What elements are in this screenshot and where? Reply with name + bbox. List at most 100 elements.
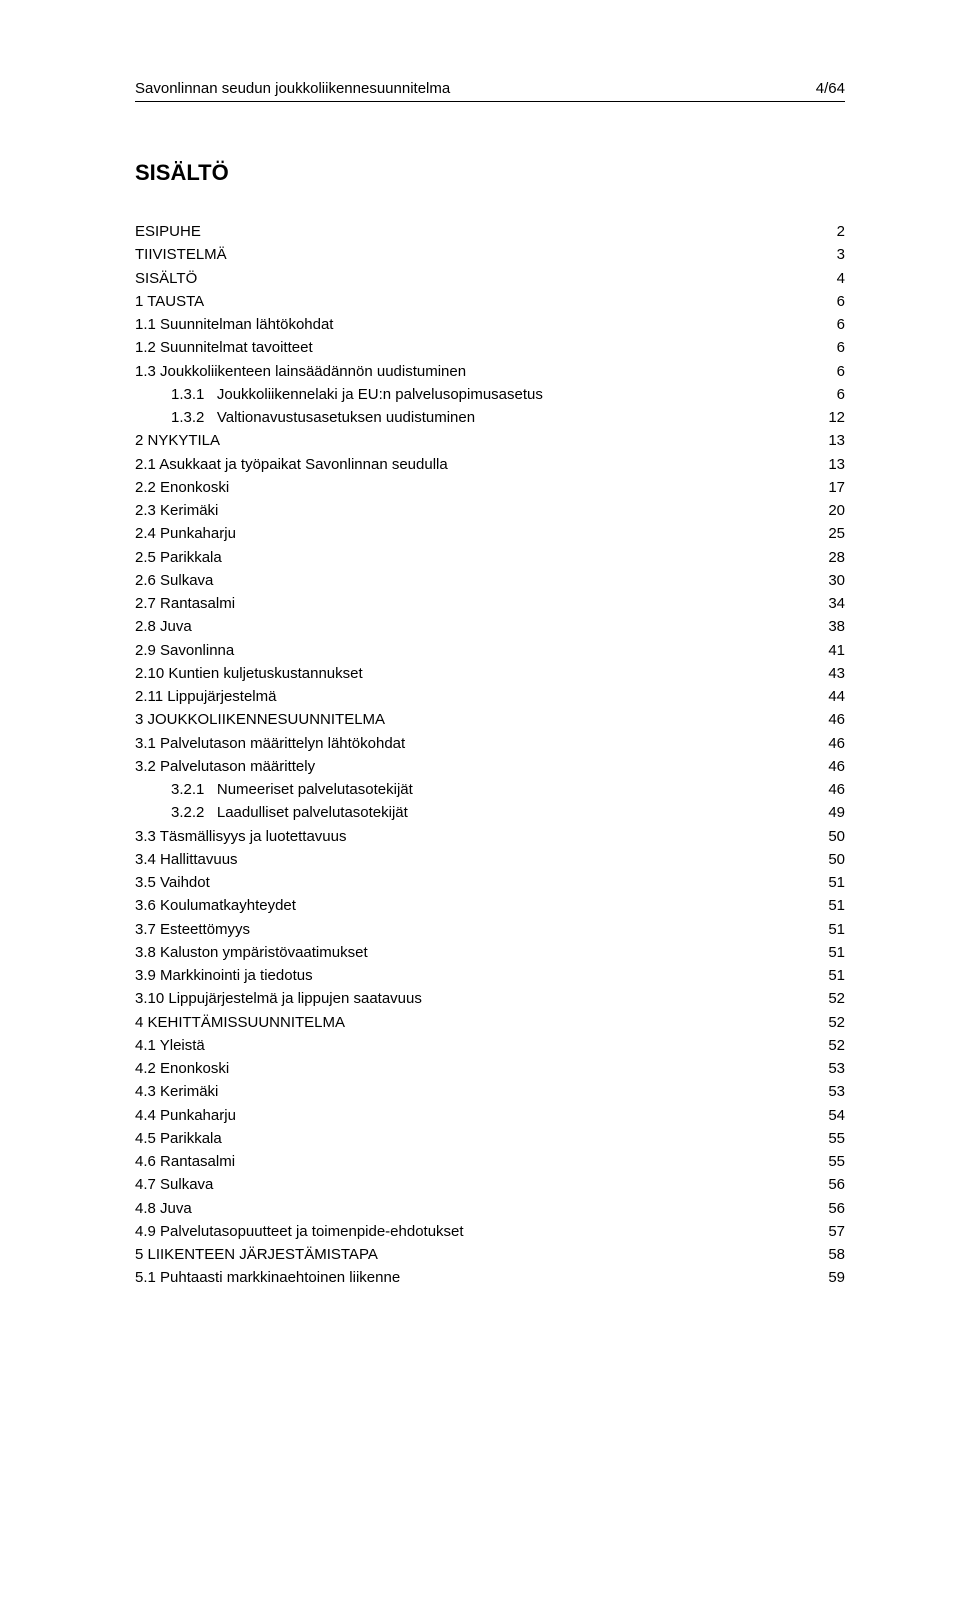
toc-page-number: 46	[816, 778, 845, 801]
toc-row: 2 NYKYTILA13	[135, 429, 845, 452]
toc-page-number: 6	[825, 290, 845, 313]
toc-page-number: 43	[816, 662, 845, 685]
toc-row: 4.5 Parikkala 55	[135, 1127, 845, 1150]
toc-row: 4.3 Kerimäki53	[135, 1080, 845, 1103]
header-page-number: 4/64	[816, 80, 845, 97]
toc-page-number: 2	[825, 220, 845, 243]
toc-row: 4.2 Enonkoski 53	[135, 1057, 845, 1080]
toc-label: 3.2.1 Numeeriset palvelutasotekijät	[171, 778, 413, 801]
toc-label: ESIPUHE	[135, 220, 201, 243]
toc-row: 2.1 Asukkaat ja työpaikat Savonlinnan se…	[135, 453, 845, 476]
toc-label: SISÄLTÖ	[135, 267, 197, 290]
toc-row: 3.3 Täsmällisyys ja luotettavuus50	[135, 825, 845, 848]
toc-row: 3 JOUKKOLIIKENNESUUNNITELMA 46	[135, 708, 845, 731]
toc-page-number: 51	[816, 964, 845, 987]
toc-page-number: 50	[816, 848, 845, 871]
toc-label: 3.2 Palvelutason määrittely	[135, 755, 315, 778]
toc-row: 1 TAUSTA6	[135, 290, 845, 313]
toc-label: 3.4 Hallittavuus	[135, 848, 238, 871]
toc-label: 4.4 Punkaharju	[135, 1104, 236, 1127]
toc-page-number: 55	[816, 1150, 845, 1173]
toc-page-number: 34	[816, 592, 845, 615]
toc-page-number: 52	[816, 1011, 845, 1034]
toc-page-number: 38	[816, 615, 845, 638]
toc-page-number: 30	[816, 569, 845, 592]
toc-label: 2.2 Enonkoski	[135, 476, 229, 499]
toc-label: 3.3 Täsmällisyys ja luotettavuus	[135, 825, 347, 848]
toc-row: SISÄLTÖ4	[135, 267, 845, 290]
toc-row: 2.7 Rantasalmi 34	[135, 592, 845, 615]
toc-label: 4 KEHITTÄMISSUUNNITELMA	[135, 1011, 345, 1034]
toc-row: 2.5 Parikkala28	[135, 546, 845, 569]
toc-page-number: 6	[825, 336, 845, 359]
toc-row: 2.4 Punkaharju 25	[135, 522, 845, 545]
toc-label: 3.5 Vaihdot	[135, 871, 210, 894]
toc-page-number: 28	[816, 546, 845, 569]
toc-label: 2.7 Rantasalmi	[135, 592, 235, 615]
toc-label: 5.1 Puhtaasti markkinaehtoinen liikenne	[135, 1266, 400, 1289]
toc-row: 3.8 Kaluston ympäristövaatimukset 51	[135, 941, 845, 964]
toc-label: 4.2 Enonkoski	[135, 1057, 229, 1080]
toc-label: 2.4 Punkaharju	[135, 522, 236, 545]
toc-page-number: 51	[816, 941, 845, 964]
toc-label: 4.7 Sulkava	[135, 1173, 213, 1196]
toc-page-number: 55	[816, 1127, 845, 1150]
toc-label: 3.10 Lippujärjestelmä ja lippujen saatav…	[135, 987, 422, 1010]
toc-page-number: 51	[816, 894, 845, 917]
table-of-contents: ESIPUHE2TIIVISTELMÄ3SISÄLTÖ41 TAUSTA61.1…	[135, 220, 845, 1290]
toc-page-number: 54	[816, 1104, 845, 1127]
toc-label: 3.6 Koulumatkayhteydet	[135, 894, 296, 917]
toc-row: 3.2 Palvelutason määrittely 46	[135, 755, 845, 778]
toc-row: 4.4 Punkaharju 54	[135, 1104, 845, 1127]
page-title: SISÄLTÖ	[135, 160, 845, 186]
toc-label: 3.7 Esteettömyys	[135, 918, 250, 941]
toc-label: 4.3 Kerimäki	[135, 1080, 218, 1103]
toc-label: 3 JOUKKOLIIKENNESUUNNITELMA	[135, 708, 385, 731]
toc-page-number: 59	[816, 1266, 845, 1289]
toc-row: 1.3.2 Valtionavustusasetuksen uudistumin…	[135, 406, 845, 429]
toc-row: 3.6 Koulumatkayhteydet 51	[135, 894, 845, 917]
toc-label: 3.9 Markkinointi ja tiedotus	[135, 964, 313, 987]
toc-row: 3.7 Esteettömyys51	[135, 918, 845, 941]
toc-row: 3.2.1 Numeeriset palvelutasotekijät 46	[135, 778, 845, 801]
document-page: Savonlinnan seudun joukkoliikennesuunnit…	[0, 0, 960, 1609]
toc-label: 2.8 Juva	[135, 615, 192, 638]
toc-row: 5.1 Puhtaasti markkinaehtoinen liikenne 5…	[135, 1266, 845, 1289]
toc-row: 4 KEHITTÄMISSUUNNITELMA 52	[135, 1011, 845, 1034]
toc-page-number: 52	[816, 1034, 845, 1057]
toc-page-number: 57	[816, 1220, 845, 1243]
toc-label: 4.6 Rantasalmi	[135, 1150, 235, 1173]
toc-page-number: 13	[816, 453, 845, 476]
toc-page-number: 56	[816, 1173, 845, 1196]
toc-label: 3.8 Kaluston ympäristövaatimukset	[135, 941, 368, 964]
toc-label: 2.11 Lippujärjestelmä	[135, 685, 276, 708]
toc-page-number: 46	[816, 708, 845, 731]
running-header: Savonlinnan seudun joukkoliikennesuunnit…	[135, 80, 845, 97]
toc-row: 2.10 Kuntien kuljetuskustannukset43	[135, 662, 845, 685]
toc-label: 3.2.2 Laadulliset palvelutasotekijät	[171, 801, 408, 824]
toc-page-number: 20	[816, 499, 845, 522]
toc-page-number: 53	[816, 1057, 845, 1080]
toc-label: 2.3 Kerimäki	[135, 499, 218, 522]
toc-label: 4.5 Parikkala	[135, 1127, 222, 1150]
toc-label: 4.8 Juva	[135, 1197, 192, 1220]
toc-row: 2.2 Enonkoski17	[135, 476, 845, 499]
toc-row: 1.2 Suunnitelmat tavoitteet 6	[135, 336, 845, 359]
toc-label: 4.1 Yleistä	[135, 1034, 205, 1057]
toc-label: 1.1 Suunnitelman lähtökohdat	[135, 313, 333, 336]
toc-label: 1.3.1 Joukkoliikennelaki ja EU:n palvelu…	[171, 383, 543, 406]
toc-page-number: 46	[816, 755, 845, 778]
toc-label: 2.9 Savonlinna	[135, 639, 234, 662]
toc-page-number: 12	[816, 406, 845, 429]
toc-label: 1.2 Suunnitelmat tavoitteet	[135, 336, 313, 359]
toc-row: 1.3 Joukkoliikenteen lainsäädännön uudis…	[135, 360, 845, 383]
toc-row: 3.10 Lippujärjestelmä ja lippujen saatav…	[135, 987, 845, 1010]
toc-page-number: 6	[825, 360, 845, 383]
toc-row: 2.6 Sulkava30	[135, 569, 845, 592]
toc-label: 2.1 Asukkaat ja työpaikat Savonlinnan se…	[135, 453, 448, 476]
toc-page-number: 25	[816, 522, 845, 545]
toc-row: 3.2.2 Laadulliset palvelutasotekijät49	[135, 801, 845, 824]
toc-page-number: 56	[816, 1197, 845, 1220]
toc-page-number: 58	[816, 1243, 845, 1266]
toc-page-number: 6	[825, 313, 845, 336]
